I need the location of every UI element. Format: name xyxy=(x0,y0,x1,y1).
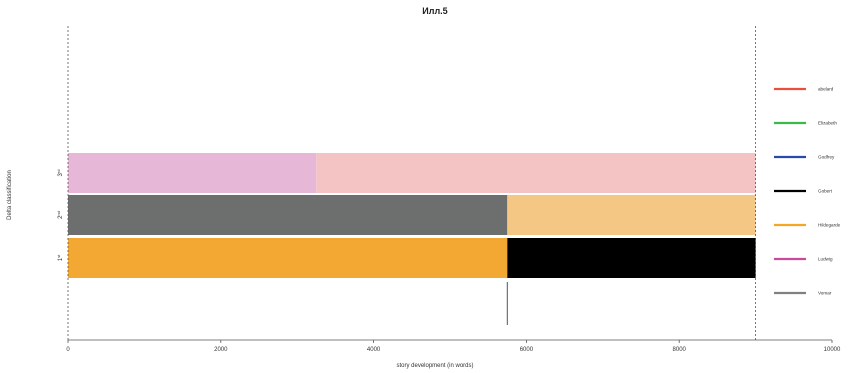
reference-lines-layer xyxy=(67,26,756,340)
legend-label-vomar: Vomar xyxy=(818,291,832,296)
x-axis: 0 2000 4000 6000 8000 10000 xyxy=(66,339,841,353)
y-tick-label-row1: 3rd xyxy=(56,170,64,177)
x-tick-label-6000: 6000 xyxy=(520,347,534,353)
x-tick-label-0: 0 xyxy=(66,347,70,353)
bar-segment-row2-2 xyxy=(507,195,756,235)
x-tick-label-10000: 10000 xyxy=(824,347,841,353)
bars-layer xyxy=(68,153,756,278)
legend-label-ludwig: Ludwig xyxy=(818,257,833,262)
x-tick-label-4000: 4000 xyxy=(367,347,381,353)
legend-label-gobert: Gobert xyxy=(818,189,833,194)
legend: abelard Elizabeth Godfrey Gobert Hildegarde L… xyxy=(774,87,841,296)
y-axis-label: Delta classification xyxy=(7,170,13,220)
x-axis-label: story development (in words) xyxy=(396,363,473,369)
legend-label-elizabeth: Elizabeth xyxy=(818,121,837,126)
x-tick-label-2000: 2000 xyxy=(214,347,228,353)
y-tick-label-row3: 1st xyxy=(56,254,64,261)
legend-label-godfrey: Godfrey xyxy=(818,155,835,160)
x-tick-label-8000: 8000 xyxy=(673,347,687,353)
bar-segment-row1-1 xyxy=(68,153,317,193)
bar-segment-row3-2 xyxy=(507,238,756,278)
legend-label-hildegarde: Hildegarde xyxy=(818,223,841,228)
bar-segment-row2-1 xyxy=(68,195,508,235)
y-axis-tick-labels: 3rd 2nd 1st xyxy=(56,170,64,262)
chart-title: Илл.5 xyxy=(422,6,447,16)
bar-segment-row3-1 xyxy=(68,238,508,278)
bar-segment-row1-2 xyxy=(316,153,756,193)
legend-label-abelard: abelard xyxy=(818,87,834,92)
y-tick-label-row2: 2nd xyxy=(56,211,64,219)
